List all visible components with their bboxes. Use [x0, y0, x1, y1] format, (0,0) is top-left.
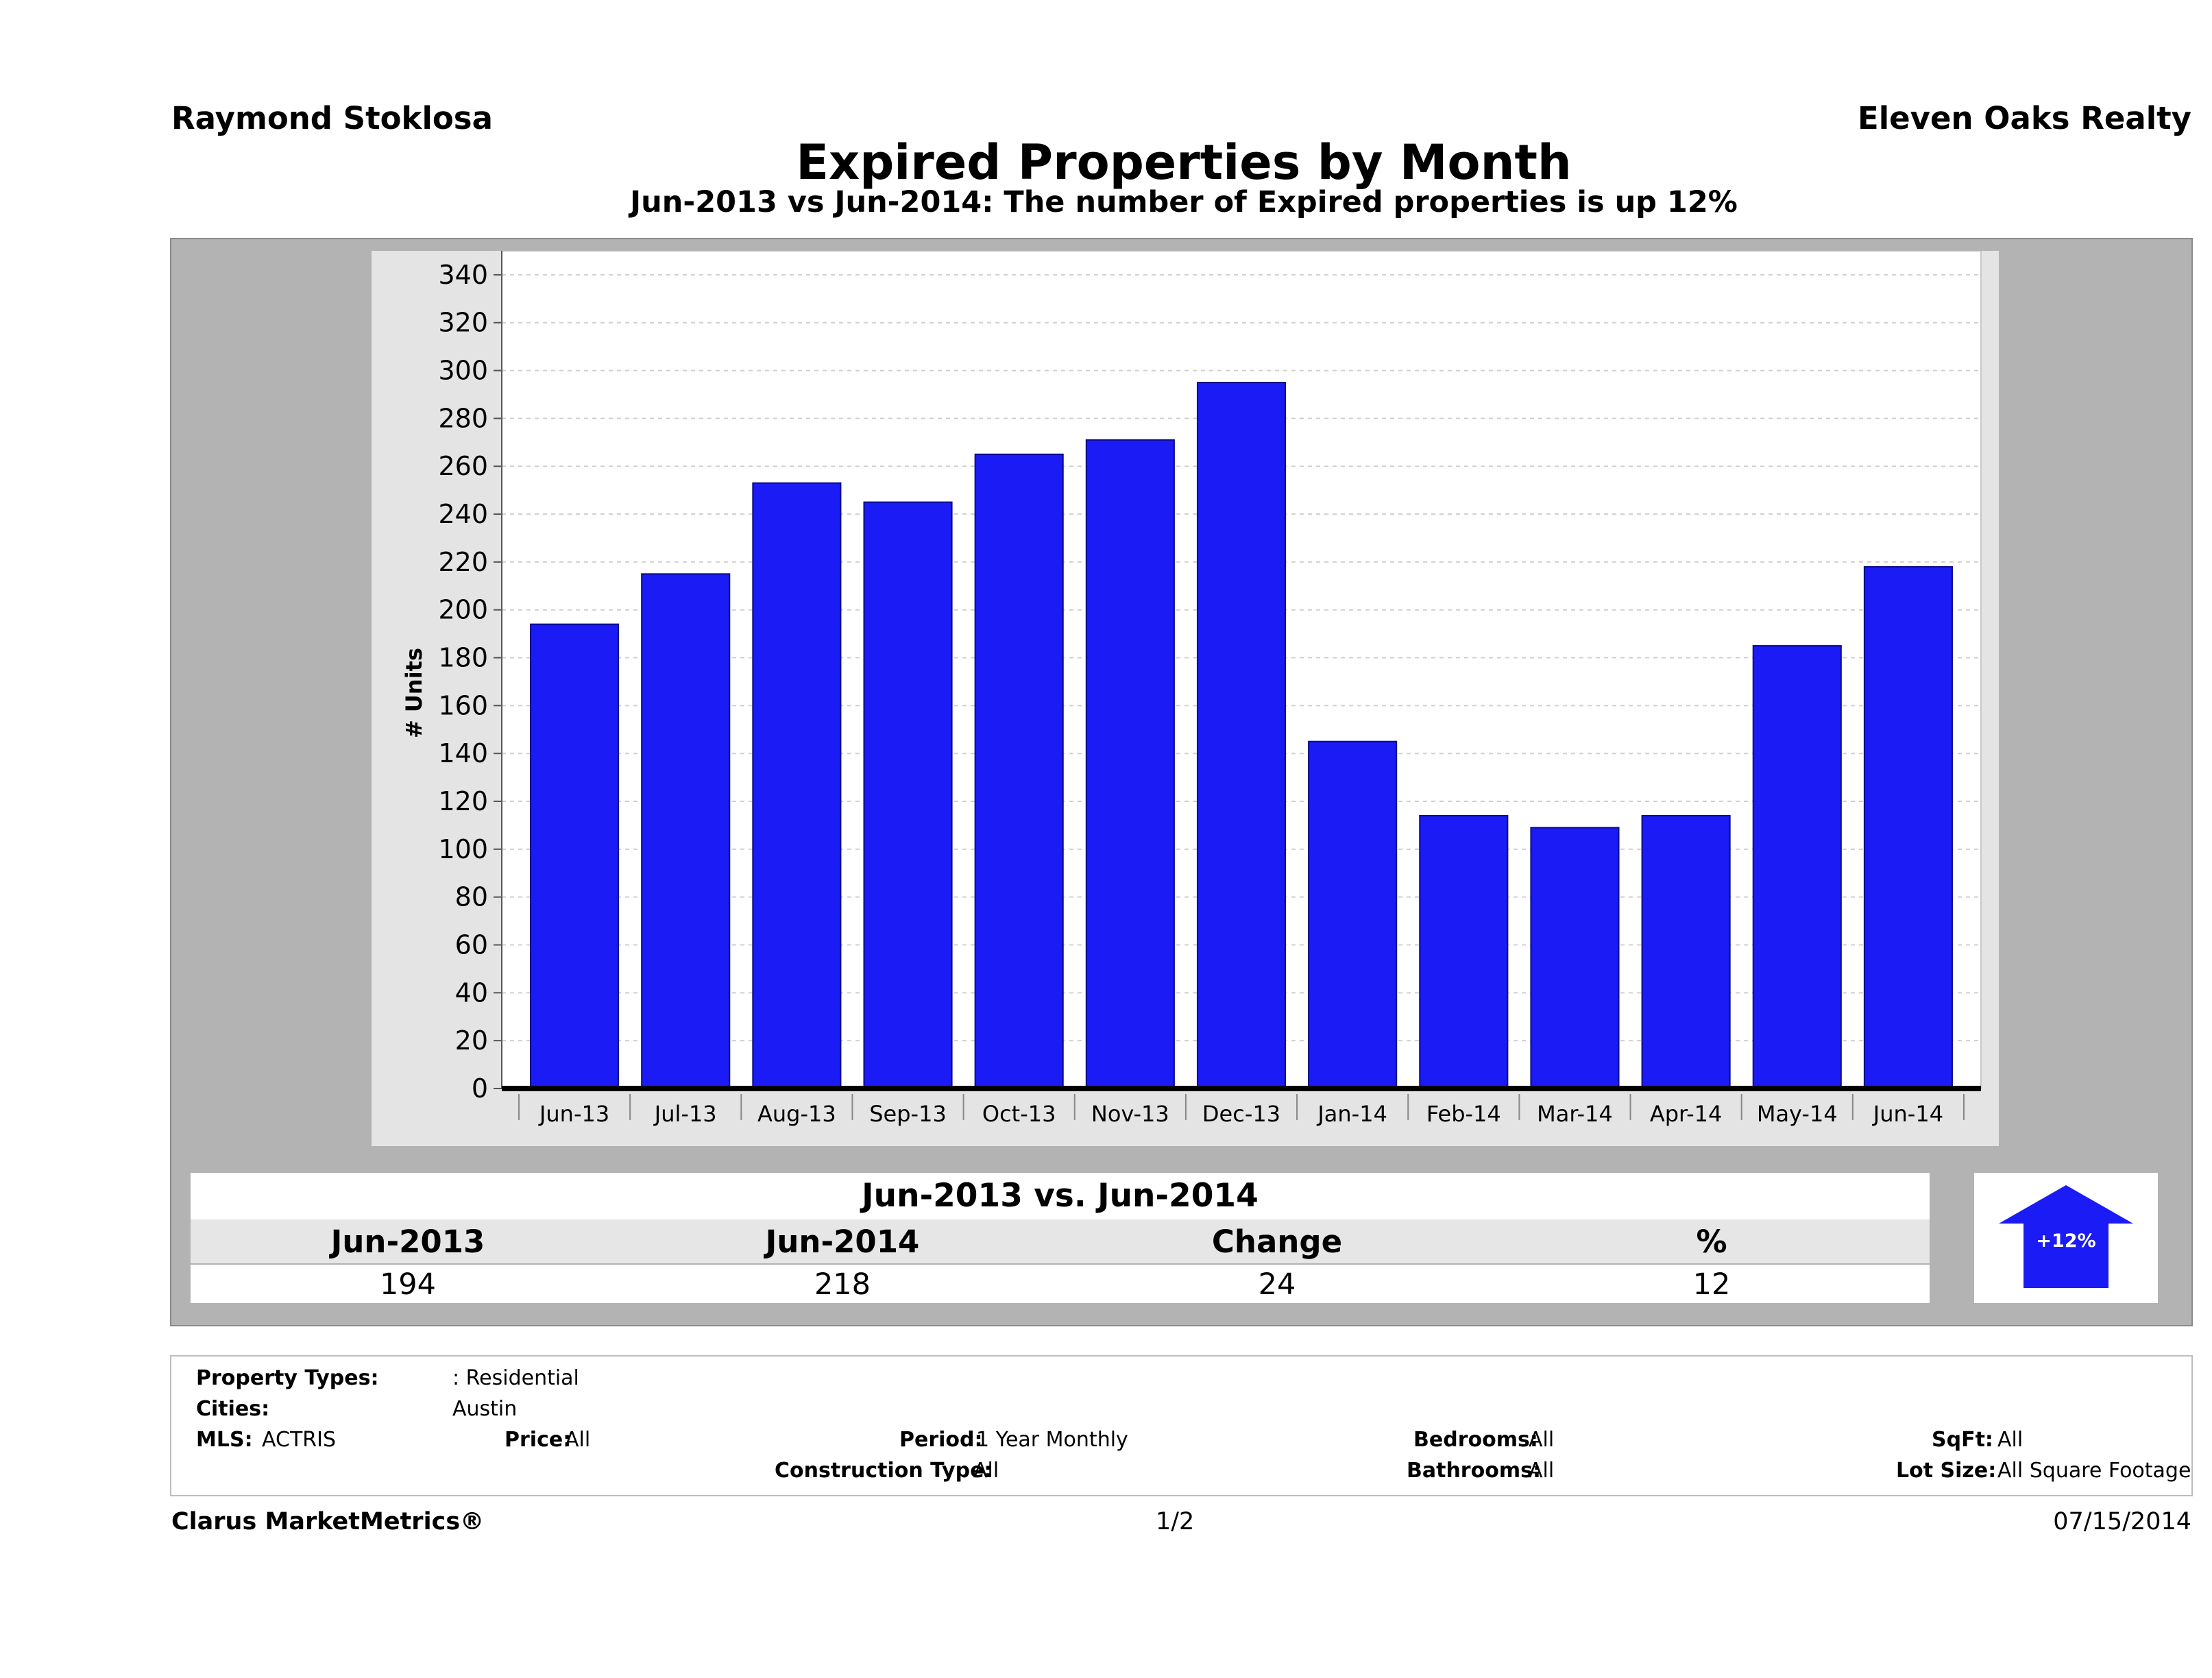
mls-value: ACTRIS — [262, 1428, 337, 1452]
y-tick-label: 100 — [438, 834, 488, 864]
bar — [1752, 645, 1842, 1089]
property-types-label: Property Types: — [196, 1366, 379, 1390]
y-tick-label: 80 — [455, 882, 488, 912]
bar — [863, 501, 953, 1090]
cities-value: Austin — [452, 1397, 518, 1421]
x-tick-label: Nov-13 — [1091, 1101, 1169, 1127]
construction-type-label: Construction Type: — [775, 1459, 993, 1483]
summary-col1-label: Jun-2013 — [330, 1224, 485, 1260]
filters-panel: Property Types: : Residential Cities: Au… — [170, 1355, 2193, 1496]
summary-col2-value: 218 — [814, 1267, 871, 1302]
bar — [1419, 814, 1509, 1090]
cities-label: Cities: — [196, 1397, 270, 1421]
bar — [1641, 814, 1731, 1090]
y-tick-label: 140 — [438, 738, 488, 768]
up-arrow-icon: +12% — [1999, 1185, 2133, 1288]
y-tick-label: 300 — [438, 356, 488, 386]
y-tick-label: 320 — [438, 308, 488, 338]
summary-col4-value: 12 — [1692, 1267, 1731, 1302]
bar — [530, 623, 620, 1089]
x-tick-label: Oct-13 — [982, 1101, 1056, 1127]
bars — [530, 382, 1953, 1090]
arrow-label: +12% — [2036, 1230, 2095, 1252]
footer-page-number: 1/2 — [1156, 1508, 1195, 1535]
change-indicator: +12% — [1974, 1173, 2158, 1303]
property-types-value: : Residential — [452, 1366, 579, 1390]
summary-col2-label: Jun-2014 — [765, 1224, 920, 1260]
summary-col1-value: 194 — [379, 1267, 437, 1302]
footer-date: 07/15/2014 — [2053, 1508, 2191, 1535]
bedrooms-label: Bedrooms: — [1413, 1428, 1538, 1452]
brokerage-name: Eleven Oaks Realty — [1857, 100, 2191, 136]
bedrooms-value: All — [1529, 1428, 1555, 1452]
agent-name: Raymond Stoklosa — [171, 100, 493, 136]
y-tick-label: 280 — [438, 403, 488, 433]
bar — [1863, 566, 1953, 1089]
y-tick-label: 20 — [455, 1025, 488, 1056]
summary-col4-label: % — [1696, 1224, 1727, 1260]
chart-panel: 0 20 40 60 80 100 120 140 160 180 200 220 240 260 280 3… — [170, 238, 2193, 1326]
bar — [641, 573, 731, 1090]
period-value: 1 Year Monthly — [976, 1428, 1128, 1452]
chart-title: Expired Properties by Month — [796, 134, 1572, 191]
bar — [1308, 740, 1398, 1089]
y-tick-label: 0 — [472, 1073, 488, 1104]
x-tick-label: Sep-13 — [869, 1101, 947, 1127]
y-axis-label: # Units — [401, 648, 427, 738]
x-tick-label: Jun-13 — [538, 1101, 609, 1127]
x-axis: Jun-13 Jul-13 Aug-13 Sep-13 Oct-13 Nov-13 Dec-… — [502, 1086, 1981, 1127]
bathrooms-value: All — [1529, 1459, 1555, 1483]
bar-chart: 0 20 40 60 80 100 120 140 160 180 200 220 240 260 280 3… — [401, 251, 1982, 1127]
construction-type-value: All — [973, 1459, 999, 1483]
lot-size-value: All Square Footage — [1997, 1459, 2191, 1483]
x-tick-label: Mar-14 — [1537, 1101, 1613, 1127]
footer-brand: Clarus MarketMetrics® — [171, 1508, 485, 1535]
bar — [1196, 382, 1287, 1089]
sqft-label: SqFt: — [1932, 1428, 1993, 1452]
price-label: Price: — [505, 1428, 572, 1452]
y-tick-label: 260 — [438, 451, 488, 481]
x-tick-label: Jun-14 — [1872, 1101, 1943, 1127]
y-tick-label: 200 — [438, 595, 488, 625]
x-tick-label: Dec-13 — [1202, 1101, 1280, 1127]
lot-size-label: Lot Size: — [1896, 1459, 1997, 1483]
y-tick-label: 220 — [438, 547, 488, 577]
price-value: All — [565, 1428, 591, 1452]
chart-background: 0 20 40 60 80 100 120 140 160 180 200 220 240 260 280 3… — [372, 251, 1999, 1146]
summary-col3-label: Change — [1211, 1224, 1343, 1260]
y-tick-label: 180 — [438, 643, 488, 673]
bar — [1085, 439, 1175, 1089]
summary-col3-value: 24 — [1258, 1267, 1296, 1302]
x-tick-label: May-14 — [1757, 1101, 1838, 1127]
period-label: Period: — [899, 1428, 983, 1452]
x-tick-label: Feb-14 — [1426, 1101, 1501, 1127]
summary-header-row: Jun-2013 Jun-2014 Change % — [191, 1219, 1930, 1263]
bar — [1530, 827, 1620, 1089]
summary-value-row: 194 218 24 12 — [191, 1265, 1930, 1303]
summary-heading-row: Jun-2013 vs. Jun-2014 — [191, 1173, 1930, 1219]
x-tick-label: Jan-14 — [1316, 1101, 1387, 1127]
y-tick-label: 60 — [455, 930, 488, 960]
x-tick-label: Apr-14 — [1650, 1101, 1723, 1127]
bathrooms-label: Bathrooms: — [1407, 1459, 1541, 1483]
x-tick-label: Aug-13 — [757, 1101, 836, 1127]
y-tick-label: 160 — [438, 690, 488, 720]
bar — [752, 482, 842, 1089]
sqft-value: All — [1997, 1428, 2023, 1452]
bar — [974, 453, 1064, 1089]
y-tick-label: 240 — [438, 499, 488, 529]
y-tick-label: 40 — [455, 977, 488, 1008]
y-tick-label: 120 — [438, 786, 488, 816]
x-tick-label: Jul-13 — [653, 1101, 717, 1127]
y-tick-label: 340 — [438, 260, 488, 290]
chart-subtitle: Jun-2013 vs Jun-2014: The number of Expi… — [630, 185, 1738, 219]
summary-heading: Jun-2013 vs. Jun-2014 — [862, 1177, 1259, 1215]
mls-label: MLS: — [196, 1428, 253, 1452]
y-axis: 0 20 40 60 80 100 120 140 160 180 200 220 240 260 280 3… — [438, 251, 502, 1104]
